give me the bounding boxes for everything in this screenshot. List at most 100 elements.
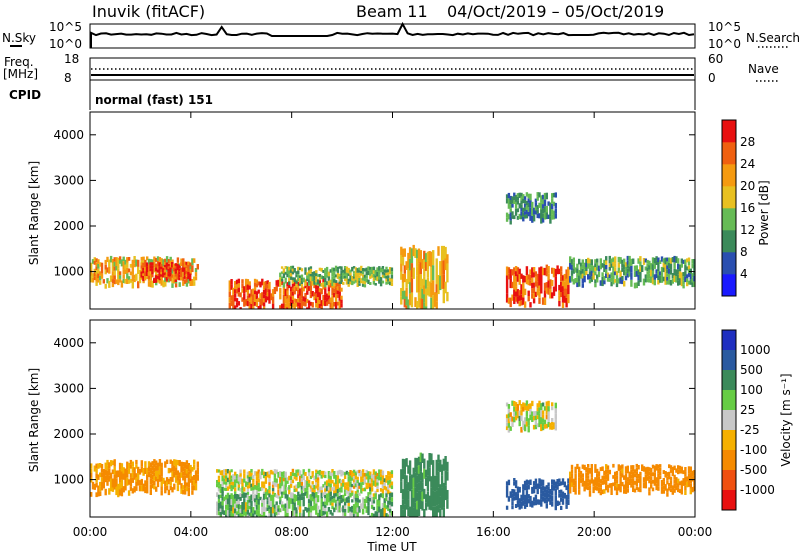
- velocity-cell: [306, 490, 309, 495]
- velocity-cell: [599, 483, 602, 488]
- power-cell: [171, 283, 174, 288]
- y-tick-label: 3000: [53, 173, 84, 187]
- power-cell: [657, 266, 660, 271]
- power-cell: [338, 305, 341, 309]
- velocity-cell: [264, 487, 268, 492]
- velocity-cell: [376, 485, 379, 489]
- velocity-cell: [619, 476, 622, 482]
- velocity-cell: [437, 487, 440, 496]
- velocity-cell: [279, 508, 282, 513]
- power-cell: [248, 281, 251, 286]
- power-cell: [424, 253, 428, 262]
- velocity-cell: [370, 487, 374, 492]
- velocity-cell: [669, 480, 673, 485]
- velocity-cell: [365, 469, 368, 474]
- power-cell: [280, 266, 284, 269]
- power-cell: [185, 273, 188, 277]
- power-cell: [160, 269, 163, 272]
- power-colorbar-tick: 28: [740, 135, 755, 149]
- velocity-cell: [352, 476, 356, 480]
- velocity-cell: [387, 480, 390, 485]
- power-cell: [100, 273, 104, 279]
- velocity-cell: [558, 482, 561, 487]
- velocity-cell: [347, 499, 350, 503]
- velocity-cell: [390, 497, 394, 502]
- velocity-cell: [320, 486, 323, 491]
- power-cell: [318, 296, 322, 300]
- velocity-cell: [532, 485, 536, 490]
- power-cell: [637, 280, 640, 286]
- velocity-cell: [131, 466, 134, 473]
- velocity-cell: [633, 480, 637, 485]
- velocity-cell: [253, 502, 257, 507]
- velocity-cell: [327, 482, 331, 487]
- power-cell: [583, 269, 586, 276]
- velocity-cell: [216, 480, 219, 484]
- power-cell: [621, 263, 624, 268]
- velocity-cell: [385, 497, 388, 502]
- power-cell: [534, 291, 538, 297]
- power-cell: [309, 278, 313, 282]
- power-cell: [637, 269, 640, 275]
- power-cell: [621, 267, 624, 272]
- power-cell: [538, 297, 541, 304]
- velocity-cell: [614, 471, 617, 477]
- velocity-cell: [349, 492, 352, 498]
- power-cell: [232, 287, 235, 295]
- power-cell: [646, 263, 649, 268]
- velocity-cell: [516, 493, 520, 501]
- power-cell: [322, 294, 325, 301]
- power-cell: [376, 276, 379, 282]
- velocity-cell: [662, 481, 665, 486]
- velocity-cell: [259, 496, 262, 501]
- power-cell: [378, 266, 381, 271]
- power-cell: [677, 263, 680, 270]
- velocity-cell: [102, 482, 105, 489]
- power-cell: [315, 282, 318, 286]
- velocity-cell: [693, 470, 696, 476]
- velocity-cell: [284, 513, 287, 517]
- power-cell: [662, 262, 665, 268]
- power-cell: [423, 302, 426, 309]
- velocity-cell: [381, 493, 385, 499]
- velocity-cell: [252, 478, 255, 483]
- velocity-cell: [226, 477, 230, 483]
- velocity-cell: [342, 512, 345, 516]
- velocity-cell: [160, 481, 163, 487]
- power-cell: [641, 265, 644, 272]
- velocity-cell: [376, 472, 379, 477]
- velocity-cell: [410, 489, 414, 505]
- power-cell: [115, 279, 118, 284]
- power-cell: [313, 271, 316, 276]
- velocity-cell: [309, 485, 313, 489]
- x-tick-label: 04:00: [174, 525, 209, 539]
- velocity-cell: [217, 507, 221, 512]
- power-cell: [514, 201, 518, 209]
- velocity-cell: [293, 510, 296, 515]
- power-cell: [173, 271, 176, 276]
- velocity-cell: [252, 507, 255, 514]
- power-cell: [156, 260, 160, 266]
- power-cell: [230, 284, 233, 290]
- velocity-cell: [241, 478, 244, 483]
- velocity-cell: [228, 475, 231, 480]
- power-cell: [686, 282, 689, 287]
- power-cell: [507, 214, 511, 220]
- velocity-cell: [313, 492, 316, 499]
- power-cell: [142, 262, 145, 266]
- power-cell: [552, 215, 556, 220]
- power-cell: [588, 263, 592, 268]
- power-cell: [151, 274, 154, 278]
- power-cell: [363, 281, 367, 285]
- power-cell: [505, 194, 509, 199]
- velocity-cell: [234, 471, 237, 476]
- cpid-panel: CPID normal (fast) 151: [9, 80, 696, 110]
- power-cell: [687, 273, 691, 277]
- velocity-cell: [241, 490, 244, 495]
- power-cell: [424, 297, 428, 307]
- velocity-cell: [686, 481, 689, 488]
- velocity-cell: [387, 500, 390, 504]
- velocity-cell: [333, 482, 336, 487]
- power-cell: [315, 293, 318, 299]
- power-cell: [588, 259, 592, 264]
